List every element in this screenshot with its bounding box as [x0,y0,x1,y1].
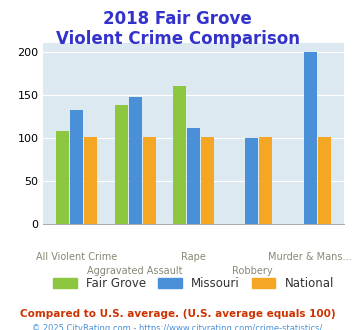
Text: Robbery: Robbery [231,266,272,276]
Text: Rape: Rape [181,252,206,262]
Bar [245,138,258,224]
Bar [143,137,155,224]
Text: Compared to U.S. average. (U.S. average equals 100): Compared to U.S. average. (U.S. average … [20,309,335,318]
Text: Murder & Mans...: Murder & Mans... [268,252,352,262]
Bar [56,131,69,224]
Text: Violent Crime Comparison: Violent Crime Comparison [55,30,300,48]
Text: 2018 Fair Grove: 2018 Fair Grove [103,10,252,28]
Legend: Fair Grove, Missouri, National: Fair Grove, Missouri, National [48,272,339,295]
Bar [201,137,214,224]
Bar [129,97,142,224]
Bar [115,105,127,224]
Bar [260,137,272,224]
Bar [318,137,331,224]
Bar [187,128,200,224]
Bar [70,110,83,224]
Bar [84,137,97,224]
Text: © 2025 CityRating.com - https://www.cityrating.com/crime-statistics/: © 2025 CityRating.com - https://www.city… [32,324,323,330]
Bar [304,52,317,224]
Text: All Violent Crime: All Violent Crime [36,252,118,262]
Text: Aggravated Assault: Aggravated Assault [87,266,183,276]
Bar [173,86,186,224]
